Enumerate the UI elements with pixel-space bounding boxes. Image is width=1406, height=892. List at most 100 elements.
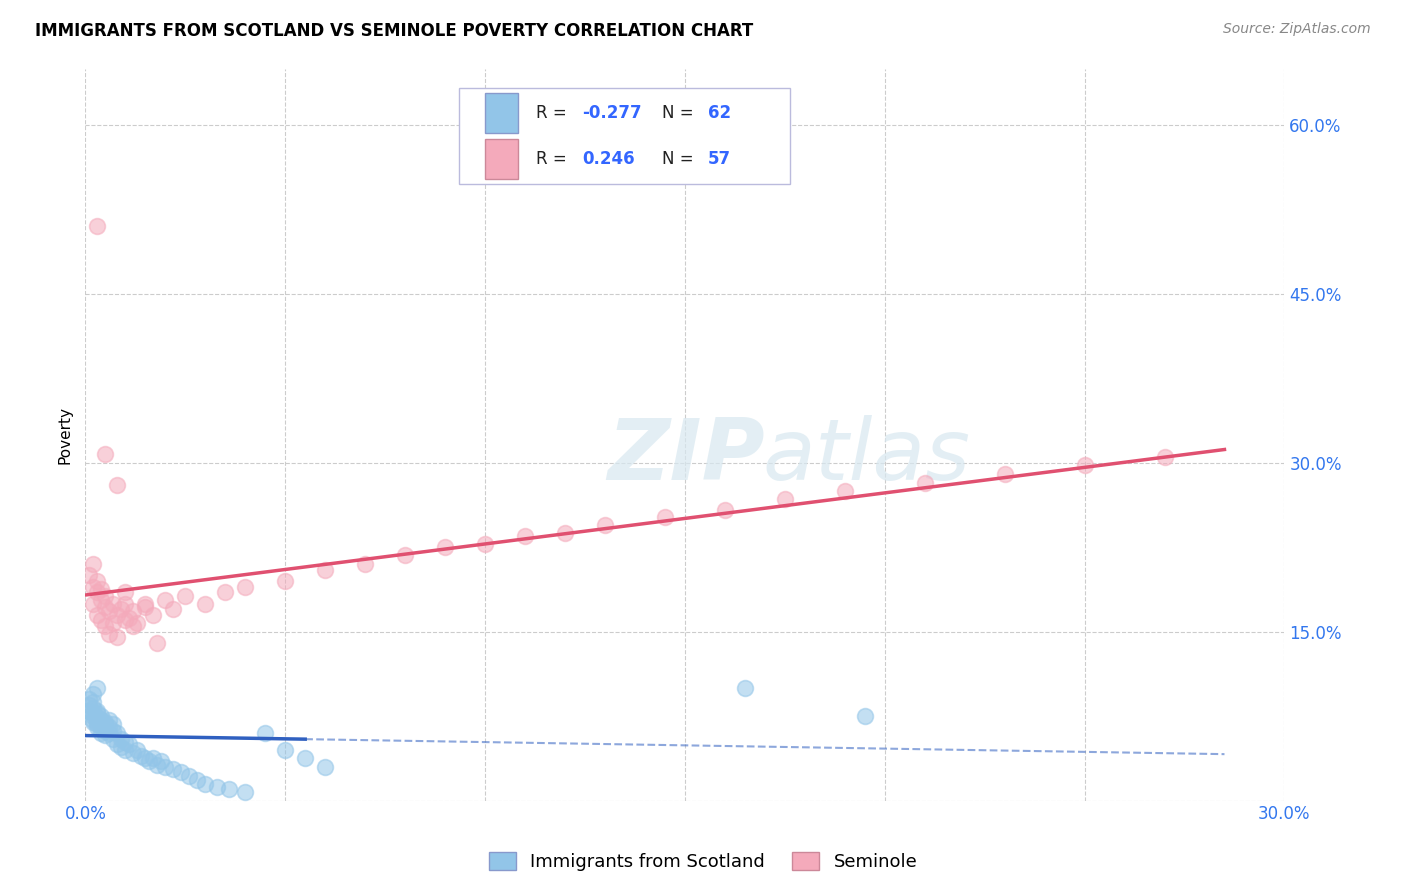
Point <box>994 467 1017 481</box>
Text: IMMIGRANTS FROM SCOTLAND VS SEMINOLE POVERTY CORRELATION CHART: IMMIGRANTS FROM SCOTLAND VS SEMINOLE POV… <box>35 22 754 40</box>
Point <box>114 614 136 628</box>
Point <box>105 478 128 492</box>
Point <box>118 611 141 625</box>
Point <box>138 754 160 768</box>
Text: atlas: atlas <box>763 415 970 498</box>
Point <box>218 782 240 797</box>
Point <box>86 607 108 622</box>
Point <box>86 720 108 734</box>
Point <box>233 580 256 594</box>
FancyBboxPatch shape <box>485 94 519 134</box>
Point <box>194 597 217 611</box>
Point <box>122 619 145 633</box>
Point <box>122 747 145 761</box>
Point <box>214 585 236 599</box>
Point <box>82 687 104 701</box>
Point <box>162 602 184 616</box>
Legend: Immigrants from Scotland, Seminole: Immigrants from Scotland, Seminole <box>481 845 925 879</box>
Text: 62: 62 <box>707 104 731 122</box>
Point <box>90 709 112 723</box>
Point <box>105 607 128 622</box>
Point <box>853 709 876 723</box>
Point <box>82 701 104 715</box>
Point <box>94 447 117 461</box>
Point <box>82 709 104 723</box>
Point <box>105 737 128 751</box>
Point <box>354 557 377 571</box>
Point <box>79 568 101 582</box>
Point <box>103 597 125 611</box>
Point <box>131 748 153 763</box>
Point <box>90 593 112 607</box>
Point <box>98 713 121 727</box>
Point <box>274 743 297 757</box>
Point <box>150 754 173 768</box>
Point <box>79 704 101 718</box>
Point <box>79 698 101 712</box>
Point <box>82 713 104 727</box>
Text: ZIP: ZIP <box>607 415 765 498</box>
Point <box>186 773 208 788</box>
Point <box>554 525 576 540</box>
Point <box>834 483 856 498</box>
Point <box>146 636 169 650</box>
Point <box>513 529 536 543</box>
Point <box>134 597 156 611</box>
Point <box>294 751 316 765</box>
Text: -0.277: -0.277 <box>582 104 641 122</box>
Text: R =: R = <box>536 150 578 168</box>
Point <box>82 597 104 611</box>
Point <box>86 681 108 695</box>
Point <box>174 589 197 603</box>
Point <box>142 607 165 622</box>
Text: Source: ZipAtlas.com: Source: ZipAtlas.com <box>1223 22 1371 37</box>
Point <box>94 728 117 742</box>
Point <box>90 714 112 729</box>
Point <box>82 580 104 594</box>
Point <box>110 739 132 754</box>
Point <box>146 757 169 772</box>
Point <box>114 597 136 611</box>
Point <box>94 589 117 603</box>
Point <box>114 743 136 757</box>
Point <box>94 723 117 738</box>
Point <box>86 574 108 588</box>
Point <box>314 760 336 774</box>
Point <box>114 585 136 599</box>
Point <box>94 717 117 731</box>
Point <box>155 760 177 774</box>
FancyBboxPatch shape <box>460 88 790 184</box>
Point <box>734 681 756 695</box>
Point <box>194 777 217 791</box>
Point <box>103 615 125 630</box>
Point <box>122 604 145 618</box>
Text: 57: 57 <box>707 150 731 168</box>
Point <box>98 627 121 641</box>
Y-axis label: Poverty: Poverty <box>58 406 72 464</box>
Point <box>82 694 104 708</box>
Point <box>134 751 156 765</box>
Point <box>118 737 141 751</box>
Point <box>134 599 156 614</box>
Point <box>1153 450 1175 464</box>
Point <box>94 599 117 614</box>
Point <box>162 762 184 776</box>
Point <box>98 720 121 734</box>
Point <box>86 713 108 727</box>
Text: R =: R = <box>536 104 572 122</box>
Point <box>82 557 104 571</box>
Point <box>86 219 108 234</box>
Point <box>90 713 112 727</box>
Point <box>86 717 108 731</box>
Point <box>593 517 616 532</box>
Point <box>105 630 128 644</box>
Point <box>474 537 496 551</box>
Text: 0.246: 0.246 <box>582 150 634 168</box>
Point <box>98 604 121 618</box>
Point <box>254 726 277 740</box>
Point <box>914 475 936 490</box>
Point <box>94 714 117 729</box>
Point <box>94 619 117 633</box>
Text: N =: N = <box>662 104 699 122</box>
Point <box>86 706 108 720</box>
